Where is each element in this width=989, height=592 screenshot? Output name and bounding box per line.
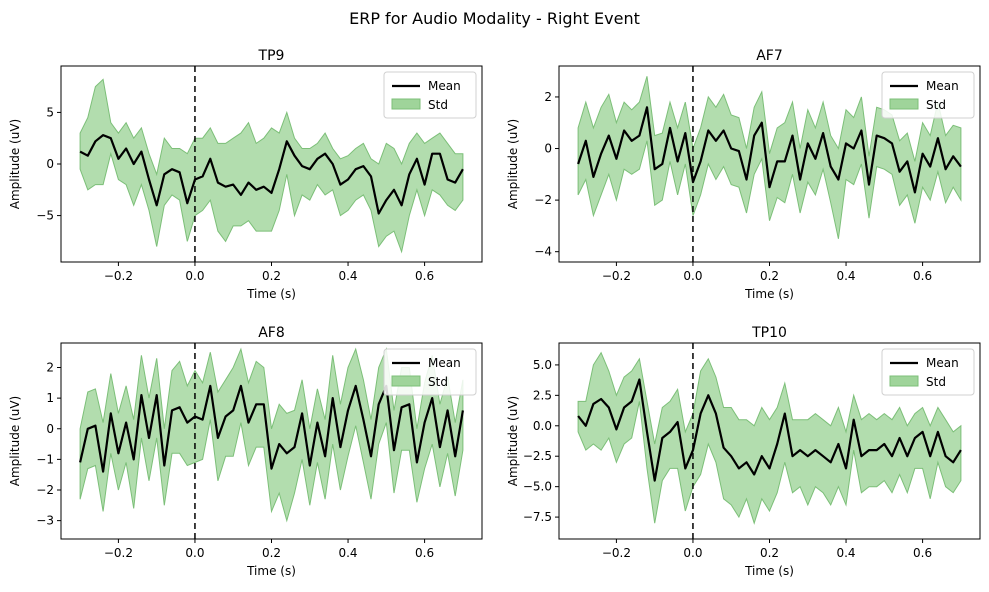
x-tick-label: 0.2 <box>262 546 281 560</box>
subplot-title: TP10 <box>751 325 787 341</box>
x-tick-label: 0.4 <box>338 269 357 283</box>
x-tick-label: 0.6 <box>913 546 932 560</box>
x-tick-label: 0.0 <box>683 269 702 283</box>
x-tick-label: −0.2 <box>104 546 133 560</box>
subplot-af8: −0.2 0.0 0.2 0.4 0.6 −3 −2 −1 0 1 2 AF8 Time (s) Ampl… <box>8 325 483 578</box>
y-tick-label: −7.5 <box>523 510 552 524</box>
y-tick-label: 2 <box>544 90 552 104</box>
x-tick-label: 0.0 <box>185 269 204 283</box>
legend-std-label: Std <box>428 375 448 389</box>
x-axis-label: Time (s) <box>744 287 794 301</box>
legend-mean-label: Mean <box>428 79 461 93</box>
y-tick-label: 5 <box>46 105 54 119</box>
x-tick-label: 0.2 <box>262 269 281 283</box>
subplot-title: TP9 <box>258 48 285 64</box>
y-tick-label: 2.5 <box>533 388 552 402</box>
subplot-tp10: −0.2 0.0 0.2 0.4 0.6 −7.5 −5.0 −2.5 0.0 2.5 5.0 TP1… <box>506 325 981 578</box>
legend-std-label: Std <box>926 375 946 389</box>
x-tick-label: 0.4 <box>836 546 855 560</box>
y-tick-label: −5.0 <box>523 480 552 494</box>
std-band <box>577 351 962 525</box>
subplot-tp9: −0.2 0.0 0.2 0.4 0.6 −5 0 5 TP9 Time (s) Amplitude… <box>8 48 483 301</box>
legend-std-label: Std <box>926 98 946 112</box>
y-tick-label: 0 <box>544 142 552 156</box>
y-tick-label: −2.5 <box>523 449 552 463</box>
y-tick-label: 1 <box>46 391 54 405</box>
x-tick-label: 0.4 <box>338 546 357 560</box>
y-axis-label: Amplitude (uV) <box>506 119 520 210</box>
y-axis-label: Amplitude (uV) <box>506 396 520 487</box>
y-tick-label: −2 <box>36 483 54 497</box>
x-axis-label: Time (s) <box>744 564 794 578</box>
subplot-title: AF8 <box>258 325 285 341</box>
legend-mean-label: Mean <box>926 356 959 370</box>
legend-std-swatch <box>889 375 919 387</box>
x-axis-label: Time (s) <box>246 564 296 578</box>
x-tick-label: 0.2 <box>760 269 779 283</box>
y-axis-label: Amplitude (uV) <box>8 396 22 487</box>
mean-line <box>79 384 464 473</box>
legend-std-swatch <box>391 98 421 110</box>
x-tick-label: 0.6 <box>913 269 932 283</box>
mean-line <box>577 106 962 194</box>
y-tick-label: 0 <box>46 422 54 436</box>
legend: Mean Std <box>383 348 477 396</box>
x-tick-label: 0.6 <box>415 546 434 560</box>
legend-std-swatch <box>889 98 919 110</box>
std-band <box>79 347 464 523</box>
y-tick-label: 0 <box>46 157 54 171</box>
legend-mean-label: Mean <box>428 356 461 370</box>
legend: Mean Std <box>383 71 477 119</box>
legend-std-label: Std <box>428 98 448 112</box>
std-band <box>79 78 464 254</box>
x-tick-label: 0.6 <box>415 269 434 283</box>
x-tick-label: 0.2 <box>760 546 779 560</box>
legend-std-swatch <box>391 375 421 387</box>
y-tick-label: 2 <box>46 361 54 375</box>
x-tick-label: −0.2 <box>602 269 631 283</box>
legend-mean-label: Mean <box>926 79 959 93</box>
y-tick-label: 5.0 <box>533 358 552 372</box>
y-tick-label: −3 <box>36 514 54 528</box>
y-tick-label: −4 <box>534 245 552 259</box>
legend: Mean Std <box>881 348 975 396</box>
y-tick-label: −5 <box>36 209 54 223</box>
y-axis-label: Amplitude (uV) <box>8 119 22 210</box>
mean-line <box>79 134 464 215</box>
y-tick-label: −1 <box>36 452 54 466</box>
subplot-title: AF7 <box>756 48 783 64</box>
x-tick-label: 0.0 <box>185 546 204 560</box>
subplot-af7: −0.2 0.0 0.2 0.4 0.6 −4 −2 0 2 AF7 Time (s) Amplitu… <box>506 48 981 301</box>
y-tick-label: 0.0 <box>533 419 552 433</box>
x-tick-label: 0.4 <box>836 269 855 283</box>
x-tick-label: −0.2 <box>104 269 133 283</box>
x-tick-label: 0.0 <box>683 546 702 560</box>
figure-title: ERP for Audio Modality - Right Event <box>349 9 640 28</box>
std-band <box>577 76 962 239</box>
x-axis-label: Time (s) <box>246 287 296 301</box>
legend: Mean Std <box>881 71 975 119</box>
mean-line <box>577 378 962 482</box>
x-tick-label: −0.2 <box>602 546 631 560</box>
y-tick-label: −2 <box>534 193 552 207</box>
